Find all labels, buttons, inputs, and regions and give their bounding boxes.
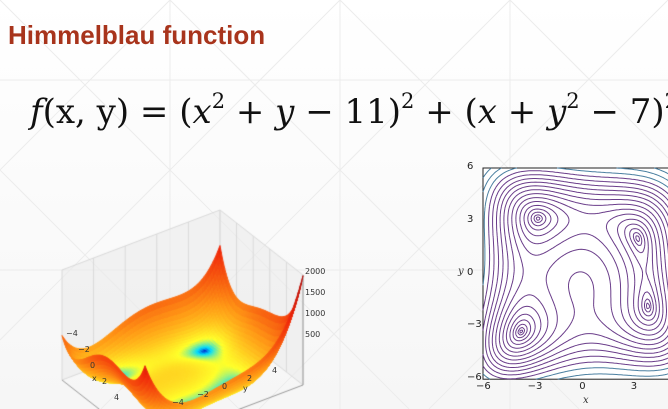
- contour-x-tick: −6: [476, 381, 491, 392]
- contour-plot: [482, 167, 668, 380]
- contour-y-tick: 3: [467, 213, 474, 225]
- surface-x-tick: 2: [102, 377, 108, 386]
- surface-x-tick: −2: [78, 345, 90, 354]
- surface-3d-plot: [0, 160, 340, 409]
- contour-x-tick: 0: [579, 381, 586, 392]
- contour-line: [482, 174, 668, 376]
- contour-y-tick: −6: [467, 372, 482, 384]
- formula-f: f: [30, 92, 43, 132]
- formula-part: x: [477, 92, 497, 132]
- contour-y-tick: −3: [467, 319, 482, 331]
- surface-y-tick: −4: [172, 398, 184, 407]
- surface-y-tick: 0: [222, 382, 228, 391]
- contour-line: [488, 181, 668, 368]
- formula-part: y: [275, 92, 295, 132]
- formula-part: − 7): [579, 92, 665, 132]
- surface-y-label: y: [243, 384, 248, 393]
- himmelblau-formula: f(x, y) = (x2 + y − 11)2 + (x + y2 − 7)2…: [30, 89, 668, 133]
- contour-line: [517, 214, 652, 336]
- contour-y-tick: 6: [467, 161, 474, 172]
- formula-exponent: 2: [665, 89, 668, 113]
- surface-z-tick: 2000: [305, 267, 326, 276]
- formula-part: x: [192, 92, 212, 132]
- contour-line: [512, 208, 657, 342]
- contour-line: [482, 170, 668, 380]
- surface-y-tick: −2: [197, 390, 209, 399]
- contour-line: [498, 193, 668, 357]
- surface-x-tick: 0: [90, 361, 96, 370]
- surface-z-tick: 500: [305, 330, 321, 339]
- formula-part: +: [496, 92, 548, 132]
- contour-line: [519, 216, 650, 334]
- contour-line: [491, 185, 668, 365]
- surface-z-tick: 1000: [305, 309, 326, 318]
- contour-x-label: x: [583, 395, 589, 406]
- formula-part: y: [547, 92, 567, 132]
- contour-line: [502, 197, 667, 353]
- surface-y-tick: 4: [272, 366, 278, 375]
- formula-exponent: 2: [211, 89, 226, 113]
- slide-title: Himmelblau function: [8, 20, 266, 50]
- formula-exponent: 2: [401, 89, 415, 113]
- surface-x-label: x: [92, 374, 97, 383]
- formula-part: +: [225, 92, 276, 132]
- contour-x-tick: 3: [630, 381, 638, 392]
- contour-line: [482, 167, 668, 380]
- contour-line: [505, 201, 664, 349]
- formula-exponent: 2: [566, 89, 580, 113]
- surface-z-tick: 1500: [305, 288, 326, 297]
- contour-line: [515, 211, 654, 339]
- contour-line: [485, 178, 668, 372]
- contour-x-tick: −3: [527, 381, 543, 392]
- formula-part: (x, y) = (: [42, 92, 193, 132]
- formula-part: + (: [414, 92, 478, 132]
- contour-y-label: y: [458, 266, 464, 277]
- surface-x-tick: −4: [66, 329, 78, 338]
- contour-y-tick: 0: [467, 266, 474, 278]
- surface-y-tick: 2: [247, 374, 253, 383]
- surface-x-tick: 4: [114, 393, 120, 402]
- formula-part: − 11): [294, 92, 402, 132]
- contour-axes-frame: [482, 167, 668, 380]
- contour-line: [509, 204, 660, 345]
- contour-line: [482, 167, 668, 380]
- contour-line: [482, 167, 668, 179]
